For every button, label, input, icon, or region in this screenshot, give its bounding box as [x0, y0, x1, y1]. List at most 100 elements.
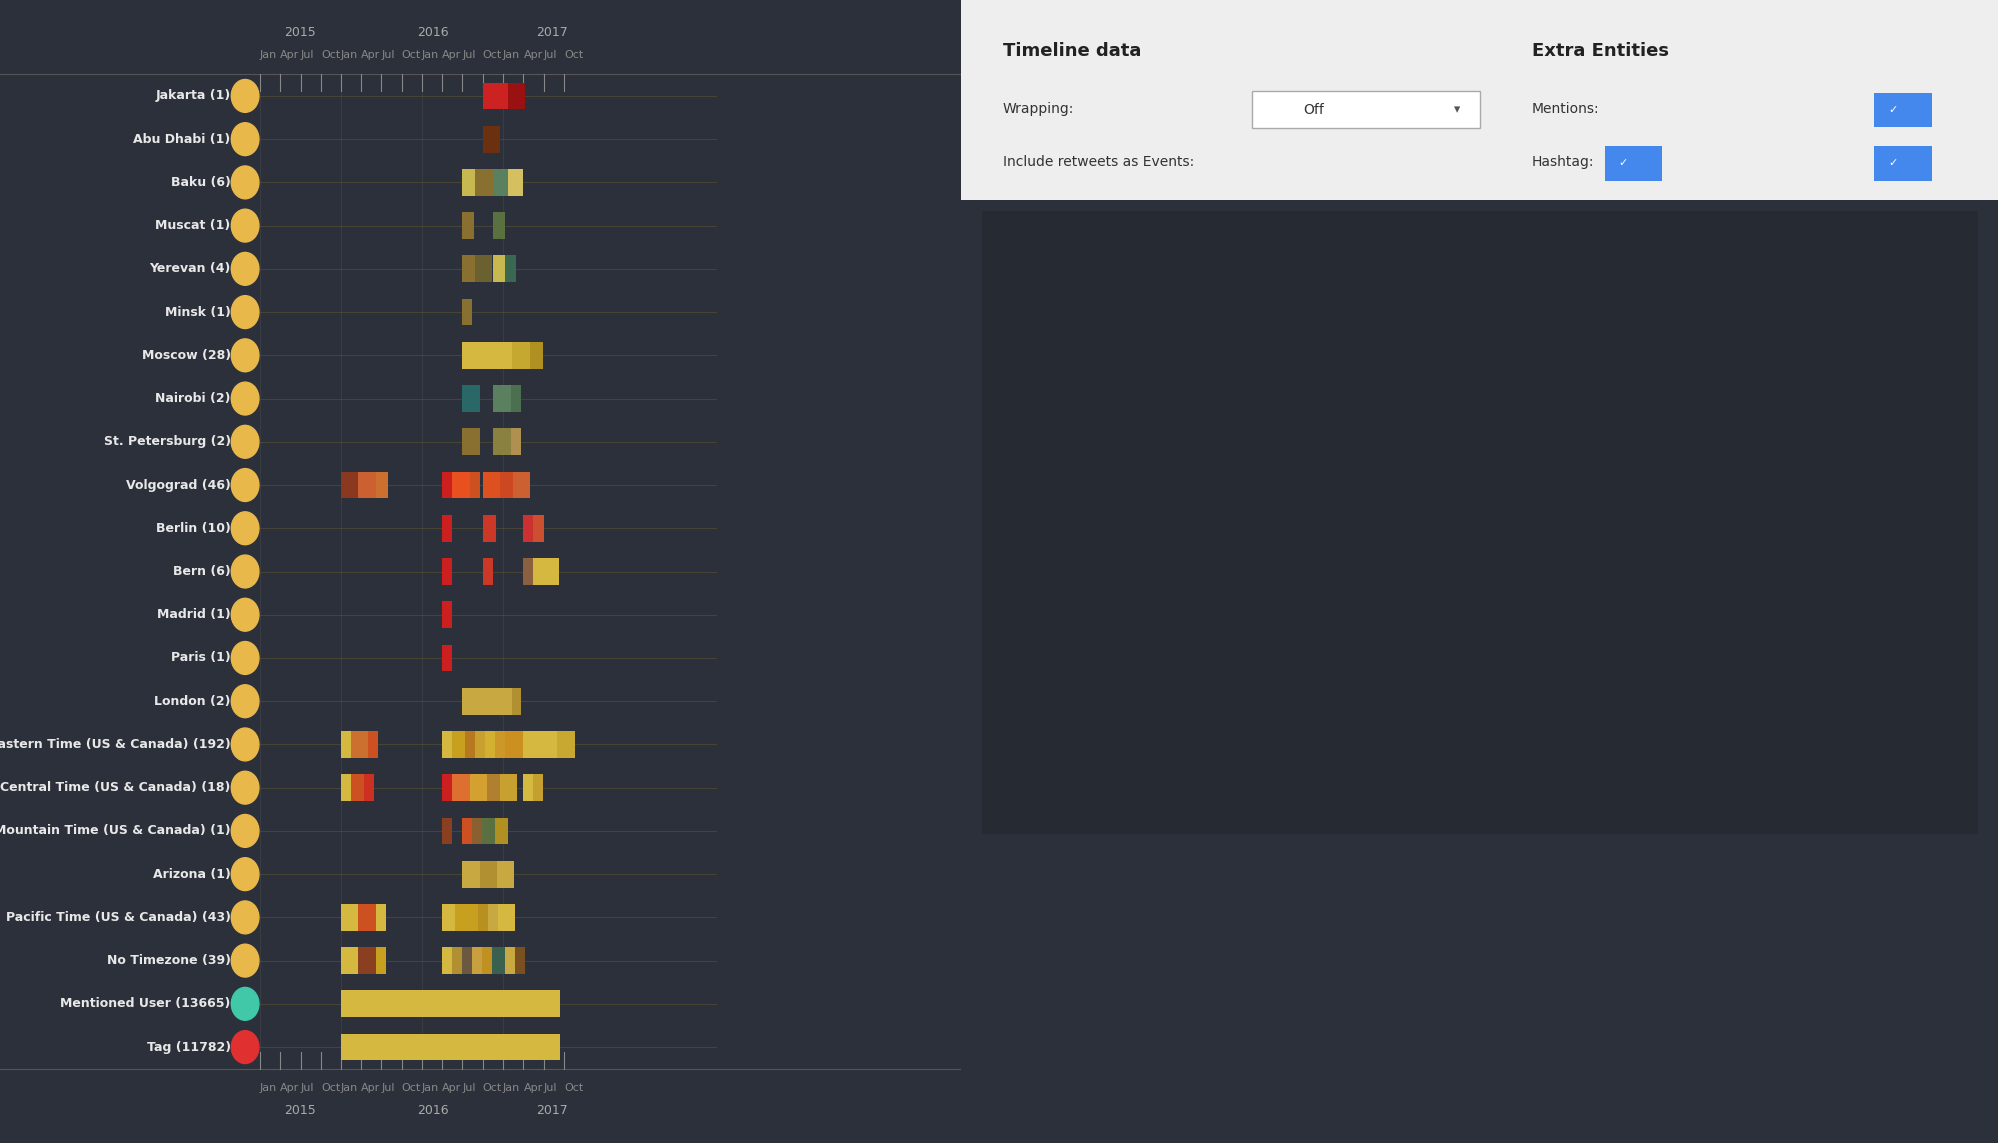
Bar [442, 558, 452, 585]
Circle shape [232, 80, 260, 112]
Bar [462, 169, 476, 195]
Bar [462, 213, 474, 239]
Text: Yerevan (4): Yerevan (4) [150, 263, 230, 275]
Bar [480, 861, 498, 888]
Bar [442, 774, 452, 801]
Text: 2016: 2016 [418, 1104, 450, 1118]
Text: Wrapping:: Wrapping: [1003, 102, 1073, 115]
Bar [494, 385, 509, 411]
Text: London (2): London (2) [154, 695, 230, 708]
Bar [462, 688, 511, 714]
Text: Jan: Jan [422, 50, 440, 59]
Bar [1604, 146, 1660, 181]
Text: Jul: Jul [543, 1084, 557, 1093]
Bar [503, 255, 515, 282]
Text: Jul: Jul [462, 1084, 476, 1093]
Text: Apr: Apr [280, 50, 300, 59]
Bar [981, 211, 1978, 834]
Bar [442, 732, 452, 758]
Circle shape [232, 598, 260, 631]
Bar [476, 255, 492, 282]
Circle shape [232, 1031, 260, 1063]
Text: Jan: Jan [503, 50, 519, 59]
Text: Volgograd (46): Volgograd (46) [126, 479, 230, 491]
Bar [523, 514, 533, 542]
Bar [358, 904, 376, 930]
Bar [462, 342, 511, 369]
Bar [476, 732, 486, 758]
Text: Oct: Oct [402, 50, 420, 59]
Bar [498, 904, 515, 930]
Text: Jul: Jul [543, 50, 557, 59]
Bar [509, 385, 519, 411]
Bar [488, 904, 498, 930]
Text: Nairobi (2): Nairobi (2) [156, 392, 230, 405]
Circle shape [232, 469, 260, 502]
Text: 2017: 2017 [535, 1104, 567, 1118]
Bar [484, 558, 494, 585]
Circle shape [232, 338, 260, 371]
Text: Extra Entities: Extra Entities [1530, 42, 1668, 61]
Text: Jan: Jan [260, 50, 276, 59]
Bar [462, 255, 476, 282]
Text: ▾: ▾ [1453, 103, 1461, 117]
Bar [496, 732, 505, 758]
Bar [364, 774, 374, 801]
Text: Tag (11782): Tag (11782) [146, 1040, 230, 1054]
Text: Apr: Apr [362, 1084, 380, 1093]
Bar [456, 904, 468, 930]
Text: Apr: Apr [523, 50, 541, 59]
Text: Eastern Time (US & Canada) (192): Eastern Time (US & Canada) (192) [0, 738, 230, 751]
Text: Jan: Jan [340, 50, 358, 59]
Bar [462, 429, 480, 455]
Bar [507, 82, 525, 110]
Text: Jan: Jan [503, 1084, 519, 1093]
Bar [352, 732, 368, 758]
Bar [494, 169, 507, 195]
Bar [472, 817, 482, 845]
Circle shape [232, 253, 260, 286]
Circle shape [232, 209, 260, 242]
Bar [340, 1033, 559, 1061]
Bar [462, 298, 472, 326]
Bar [340, 732, 352, 758]
Bar [476, 169, 494, 195]
Bar [358, 472, 376, 498]
Text: Oct: Oct [322, 50, 340, 59]
Bar [486, 732, 496, 758]
Bar [521, 732, 539, 758]
Text: Oct: Oct [402, 1084, 420, 1093]
Bar [340, 472, 358, 498]
Bar [452, 472, 470, 498]
Circle shape [232, 296, 260, 328]
Circle shape [232, 944, 260, 977]
Bar [442, 514, 452, 542]
Text: Mentions:: Mentions: [1530, 102, 1598, 115]
Bar [376, 948, 386, 974]
Circle shape [232, 857, 260, 890]
Text: Mentioned User (13665): Mentioned User (13665) [60, 998, 230, 1010]
Bar [442, 817, 452, 845]
Bar [462, 861, 480, 888]
Bar [500, 472, 513, 498]
Text: Oct: Oct [484, 50, 501, 59]
Bar [452, 948, 462, 974]
Bar [484, 82, 507, 110]
Circle shape [232, 555, 260, 588]
Bar [494, 429, 509, 455]
Bar [478, 904, 488, 930]
Text: Oct: Oct [322, 1084, 340, 1093]
Bar [376, 904, 386, 930]
Bar [492, 948, 505, 974]
Circle shape [232, 901, 260, 934]
Bar [557, 732, 573, 758]
Circle shape [232, 512, 260, 545]
Text: Jan: Jan [260, 1084, 276, 1093]
Circle shape [232, 122, 260, 155]
Circle shape [232, 815, 260, 847]
Circle shape [232, 641, 260, 674]
Text: Madrid (1): Madrid (1) [158, 608, 230, 622]
Bar [482, 817, 496, 845]
Text: Timeline data: Timeline data [1003, 42, 1141, 61]
Text: Baku (6): Baku (6) [170, 176, 230, 189]
